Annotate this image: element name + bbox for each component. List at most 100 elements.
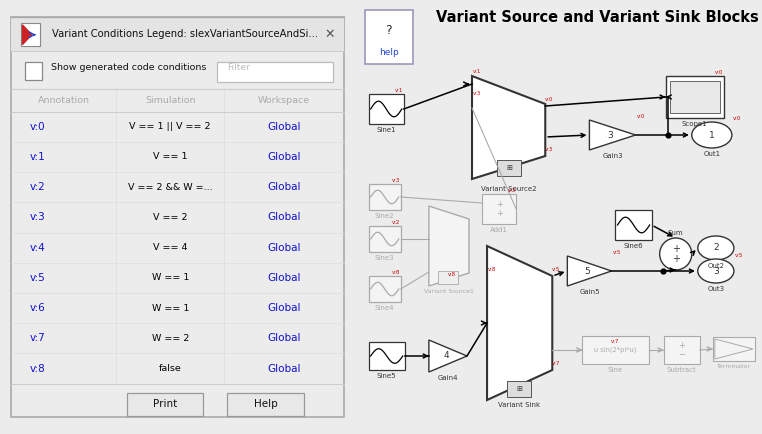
FancyBboxPatch shape <box>217 62 333 82</box>
FancyBboxPatch shape <box>664 336 700 364</box>
Text: v:8: v:8 <box>392 270 400 275</box>
Text: Gain4: Gain4 <box>437 375 458 381</box>
Text: ?: ? <box>386 24 392 37</box>
Text: Global: Global <box>267 122 300 132</box>
FancyBboxPatch shape <box>365 10 413 64</box>
Text: Terminator: Terminator <box>717 364 751 369</box>
Text: ⊞: ⊞ <box>516 386 522 392</box>
Text: Filter: Filter <box>227 63 250 72</box>
Text: +: + <box>672 244 680 254</box>
Text: v:3: v:3 <box>392 178 400 183</box>
Text: Global: Global <box>267 152 300 162</box>
Text: Variant Conditions Legend: slexVariantSourceAndSi...: Variant Conditions Legend: slexVariantSo… <box>53 29 319 39</box>
Text: +
−: + − <box>678 342 685 358</box>
FancyBboxPatch shape <box>11 17 344 51</box>
Text: V == 2: V == 2 <box>153 213 187 222</box>
Polygon shape <box>568 256 611 286</box>
Text: Variant Source2: Variant Source2 <box>482 186 537 192</box>
Text: ⊞: ⊞ <box>506 165 512 171</box>
Polygon shape <box>487 246 552 400</box>
Text: Add1: Add1 <box>490 227 508 233</box>
Polygon shape <box>472 76 546 179</box>
FancyBboxPatch shape <box>369 276 401 302</box>
Text: Global: Global <box>267 243 300 253</box>
Ellipse shape <box>692 122 732 148</box>
Polygon shape <box>590 120 636 150</box>
Text: Sine4: Sine4 <box>375 305 395 311</box>
FancyBboxPatch shape <box>497 160 521 176</box>
Text: Global: Global <box>267 273 300 283</box>
Text: v:5: v:5 <box>552 267 561 272</box>
FancyBboxPatch shape <box>369 226 401 252</box>
Text: v:0: v:0 <box>715 70 723 75</box>
Text: v:8: v:8 <box>488 267 496 272</box>
Text: Workspace: Workspace <box>258 95 310 105</box>
Text: v:5: v:5 <box>613 250 621 255</box>
FancyBboxPatch shape <box>712 337 755 361</box>
FancyBboxPatch shape <box>369 342 405 370</box>
Text: v:0: v:0 <box>30 122 46 132</box>
FancyBboxPatch shape <box>11 17 344 417</box>
FancyBboxPatch shape <box>369 94 404 124</box>
FancyBboxPatch shape <box>127 393 203 416</box>
Text: V == 1 || V == 2: V == 1 || V == 2 <box>130 122 211 131</box>
Text: Global: Global <box>267 364 300 374</box>
Text: Scope1: Scope1 <box>682 121 708 127</box>
Text: v:7: v:7 <box>30 333 46 343</box>
Text: Variant Source and Variant Sink Blocks: Variant Source and Variant Sink Blocks <box>436 10 759 25</box>
Ellipse shape <box>698 236 734 260</box>
Text: v:8: v:8 <box>448 272 456 277</box>
Text: Variant Source1: Variant Source1 <box>424 289 474 294</box>
FancyBboxPatch shape <box>482 194 516 224</box>
Text: Subtract: Subtract <box>667 367 696 373</box>
FancyBboxPatch shape <box>616 210 652 240</box>
Text: Out3: Out3 <box>707 286 725 292</box>
Text: v:0: v:0 <box>636 114 645 119</box>
Text: W == 1: W == 1 <box>152 303 189 312</box>
Polygon shape <box>429 206 469 286</box>
FancyBboxPatch shape <box>227 393 304 416</box>
Text: Sine: Sine <box>608 367 623 373</box>
Text: W == 1: W == 1 <box>152 273 189 283</box>
Text: v:7: v:7 <box>552 361 561 366</box>
Text: Global: Global <box>267 212 300 222</box>
Text: ✕: ✕ <box>325 28 335 41</box>
Text: +: + <box>672 254 680 264</box>
Text: W == 2: W == 2 <box>152 334 189 343</box>
Text: Sine3: Sine3 <box>375 255 395 261</box>
Text: Sum: Sum <box>668 230 684 236</box>
FancyBboxPatch shape <box>21 23 40 46</box>
Text: v:3: v:3 <box>546 147 554 152</box>
Circle shape <box>660 238 692 270</box>
Text: Simulation: Simulation <box>145 95 196 105</box>
FancyBboxPatch shape <box>369 184 401 210</box>
Text: u sin(2*pi*u): u sin(2*pi*u) <box>594 347 637 353</box>
Text: Gain5: Gain5 <box>579 289 600 295</box>
Text: v:8: v:8 <box>30 364 46 374</box>
Polygon shape <box>23 25 32 45</box>
FancyBboxPatch shape <box>438 271 458 284</box>
Text: v:1: v:1 <box>30 152 46 162</box>
Text: Sine1: Sine1 <box>376 127 396 133</box>
Text: Show generated code conditions: Show generated code conditions <box>50 63 206 72</box>
Text: 5: 5 <box>584 266 590 276</box>
Text: Sine2: Sine2 <box>375 213 395 219</box>
Text: V == 2 && W =...: V == 2 && W =... <box>128 183 213 192</box>
FancyBboxPatch shape <box>582 336 648 364</box>
Text: v:6: v:6 <box>30 303 46 313</box>
Text: v:4: v:4 <box>30 243 46 253</box>
Text: false: false <box>158 364 181 373</box>
FancyBboxPatch shape <box>670 81 720 113</box>
Text: Global: Global <box>267 333 300 343</box>
Text: V == 1: V == 1 <box>153 152 187 161</box>
FancyBboxPatch shape <box>507 381 531 397</box>
Text: Sine5: Sine5 <box>377 373 396 379</box>
Text: Print: Print <box>153 399 177 410</box>
Text: v:1: v:1 <box>473 69 482 74</box>
Text: v:3: v:3 <box>507 188 516 193</box>
Text: v:3: v:3 <box>473 91 482 96</box>
Ellipse shape <box>698 259 734 283</box>
Text: +
+: + + <box>495 201 503 217</box>
Text: v:0: v:0 <box>546 97 554 102</box>
Text: help: help <box>379 48 399 56</box>
